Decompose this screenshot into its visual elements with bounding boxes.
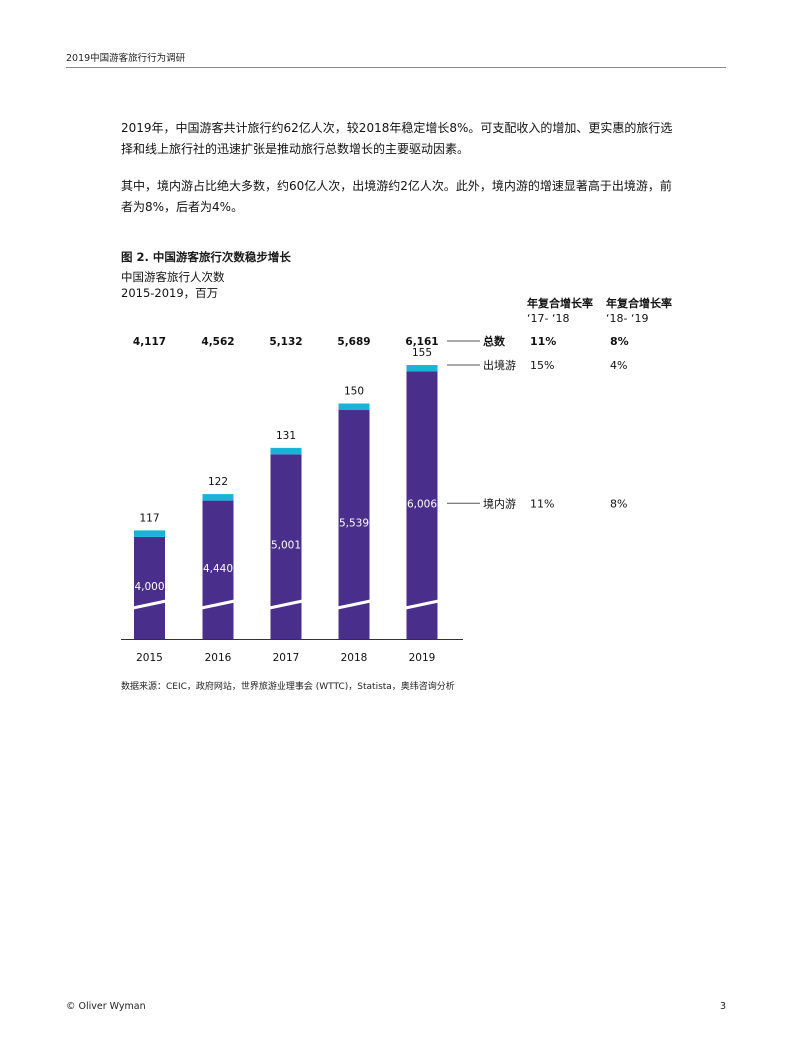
figure-title: 图 2. 中国游客旅行次数稳步增长 (121, 250, 291, 264)
paragraph-2: 其中，境内游占比绝大多数，约60亿人次，出境游约2亿人次。此外，境内游的增速显著… (121, 179, 672, 214)
label-outbound-value: 155 (412, 347, 432, 359)
series-label: 出境游 (483, 358, 516, 372)
cagr-17-18-value: 15% (530, 359, 554, 372)
label-total-value: 5,689 (337, 336, 370, 348)
label-domestic-value: 6,006 (407, 498, 437, 510)
label-total-value: 6,161 (405, 336, 438, 348)
cagr-header-18-19: 年复合增长率 ‘18- ‘19 (606, 296, 672, 326)
page-number: 3 (720, 1001, 727, 1012)
label-domestic-value: 4,440 (203, 563, 233, 575)
bar-domestic-2015 (134, 536, 165, 639)
figure-subtitle: 中国游客旅行人次数 (121, 270, 225, 284)
axis-break-2016 (201, 599, 235, 610)
source-note: 数据来源：CEIC，政府网站，世界旅游业理事会 (WTTC)，Statista，… (121, 682, 455, 692)
bar-domestic-2017 (270, 454, 302, 639)
x-tick-label: 2019 (409, 652, 436, 664)
footer-copyright: © Oliver Wyman (66, 1001, 146, 1012)
running-header: 2019中国游客旅行行为调研 (66, 53, 186, 64)
label-total-value: 5,132 (269, 336, 302, 348)
bar-outbound-2017 (270, 447, 302, 455)
label-outbound-value: 150 (344, 386, 364, 398)
axis-break-2019 (405, 599, 439, 610)
label-total-value: 4,562 (201, 336, 234, 348)
bar-outbound-2015 (134, 530, 165, 537)
label-domestic-value: 5,001 (271, 540, 301, 552)
figure-units: 2015-2019，百万 (121, 286, 219, 300)
bar-domestic-2016 (202, 500, 234, 639)
label-domestic-value: 5,539 (339, 518, 369, 530)
cagr-header-title: 年复合增长率 (606, 297, 672, 310)
series-label: 总数 (483, 334, 506, 348)
label-domestic-value: 4,000 (134, 581, 164, 593)
x-tick-label: 2015 (136, 652, 163, 664)
header-divider (66, 67, 726, 68)
cagr-18-19-value: 4% (610, 359, 627, 372)
axis-break-2017 (269, 599, 303, 610)
cagr-17-18-value: 11% (530, 497, 554, 510)
cagr-header-period: ‘17- ‘18 (527, 312, 570, 325)
bar-domestic-2019 (406, 371, 438, 639)
paragraph-1: 2019年，中国游客共计旅行约62亿人次，较2018年稳定增长8%。可支配收入的… (121, 121, 673, 156)
bar-outbound-2016 (202, 494, 234, 501)
cagr-header-period: ‘18- ‘19 (606, 312, 649, 325)
label-outbound-value: 131 (276, 430, 296, 442)
label-total-value: 4,117 (133, 336, 166, 348)
label-outbound-value: 122 (208, 476, 228, 488)
x-tick-label: 2017 (273, 652, 300, 664)
bar-outbound-2018 (338, 403, 370, 411)
cagr-18-19-value: 8% (610, 335, 629, 348)
x-tick-label: 2016 (205, 652, 232, 664)
cagr-17-18-value: 11% (530, 335, 556, 348)
axis-break-2018 (337, 599, 371, 610)
cagr-18-19-value: 8% (610, 497, 627, 510)
x-tick-label: 2018 (341, 652, 368, 664)
bar-outbound-2019 (406, 365, 438, 372)
axis-break-2015 (132, 599, 167, 610)
label-outbound-value: 117 (139, 512, 159, 524)
cagr-header-title: 年复合增长率 (527, 297, 593, 310)
cagr-header-17-18: 年复合增长率 ‘17- ‘18 (527, 296, 593, 326)
series-label: 境内游 (483, 496, 516, 510)
